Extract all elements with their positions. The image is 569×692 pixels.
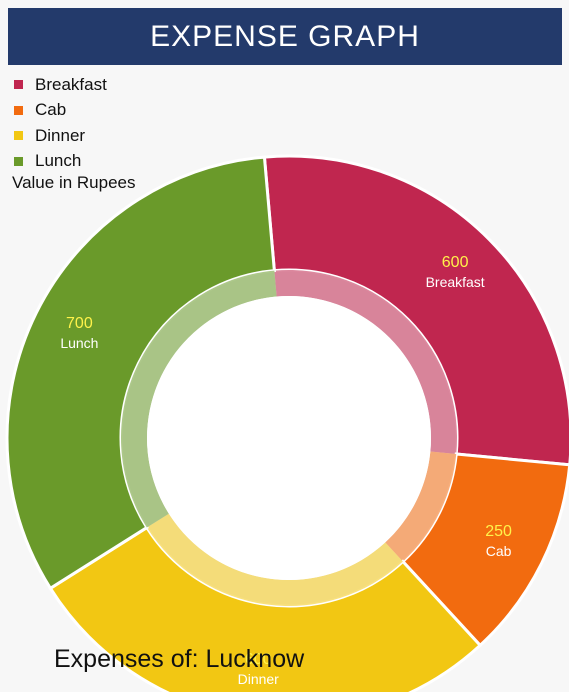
slice-highlight-breakfast [274,270,457,455]
slice-value-label: 600 [442,254,469,271]
slice-highlight-cab [385,451,457,562]
slice-name-label: Dinner [238,671,280,687]
legend-swatch [14,80,23,90]
legend-swatch [14,105,23,115]
chart-legend: Breakfast Cab Dinner Lunch [14,72,107,174]
donut-hole [147,296,431,580]
page-title: EXPENSE GRAPH [150,19,420,53]
legend-item-lunch[interactable]: Lunch [14,149,107,175]
legend-label: Cab [35,100,67,120]
legend-swatch [14,131,23,141]
slice-value-label: 600 [245,651,272,668]
app-header: EXPENSE GRAPH [8,8,562,65]
slice-highlight-lunch [121,270,277,528]
legend-label: Lunch [35,151,82,171]
slice-name-label: Cab [486,543,512,559]
slice-name-label: Breakfast [426,274,485,290]
slice-highlight-dinner [146,513,403,606]
value-unit-note: Value in Rupees [12,173,136,192]
slice-value-label: 700 [66,315,93,332]
slice-value-label: 250 [485,523,512,540]
legend-item-dinner[interactable]: Dinner [14,123,107,149]
legend-item-breakfast[interactable]: Breakfast [14,72,107,98]
legend-label: Dinner [35,125,86,145]
footer-city-caption: Expenses of: Lucknow [54,645,305,673]
legend-swatch [14,156,23,166]
legend-label: Breakfast [35,74,107,94]
legend-item-cab[interactable]: Cab [14,98,107,124]
slice-name-label: Lunch [60,335,98,351]
